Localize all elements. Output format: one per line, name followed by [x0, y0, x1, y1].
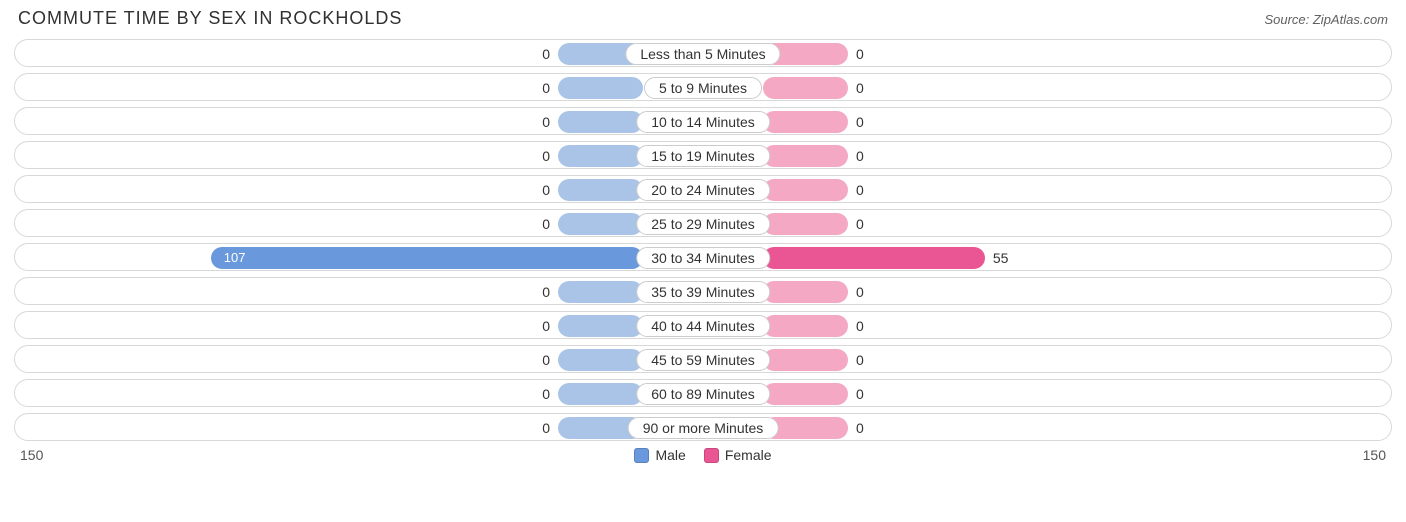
bar-row: 0 0 45 to 59 Minutes [14, 345, 1392, 373]
category-label: Less than 5 Minutes [625, 43, 780, 65]
bar-row: 0 0 Less than 5 Minutes [14, 39, 1392, 67]
chart-footer: 150 Male Female 150 [14, 447, 1392, 463]
category-label: 25 to 29 Minutes [636, 213, 770, 235]
bar-row: 107 55 30 to 34 Minutes [14, 243, 1392, 271]
legend-female-label: Female [725, 447, 772, 463]
female-value: 0 [856, 176, 864, 204]
category-label: 20 to 24 Minutes [636, 179, 770, 201]
legend-item-male: Male [634, 447, 685, 463]
chart-title: COMMUTE TIME BY SEX IN ROCKHOLDS [18, 8, 402, 29]
male-bar [558, 179, 643, 201]
male-value: 0 [542, 278, 550, 306]
female-value: 0 [856, 108, 864, 136]
bar-row: 0 0 90 or more Minutes [14, 413, 1392, 441]
female-bar [763, 179, 848, 201]
chart-container: COMMUTE TIME BY SEX IN ROCKHOLDS Source:… [0, 0, 1406, 522]
male-value: 0 [542, 108, 550, 136]
bar-row: 0 0 20 to 24 Minutes [14, 175, 1392, 203]
category-label: 10 to 14 Minutes [636, 111, 770, 133]
male-bar [558, 383, 643, 405]
female-bar [763, 247, 985, 269]
male-bar [558, 111, 643, 133]
bar-row: 0 0 60 to 89 Minutes [14, 379, 1392, 407]
category-label: 60 to 89 Minutes [636, 383, 770, 405]
female-value: 0 [856, 210, 864, 238]
male-value: 0 [542, 346, 550, 374]
female-bar [763, 145, 848, 167]
category-label: 5 to 9 Minutes [644, 77, 762, 99]
bar-row: 0 0 40 to 44 Minutes [14, 311, 1392, 339]
category-label: 45 to 59 Minutes [636, 349, 770, 371]
female-bar [763, 281, 848, 303]
chart-area: 0 0 Less than 5 Minutes 0 0 5 to 9 Minutes 0 0 1… [14, 39, 1392, 441]
male-bar [558, 349, 643, 371]
category-label: 35 to 39 Minutes [636, 281, 770, 303]
female-bar [763, 349, 848, 371]
male-bar [211, 247, 643, 269]
category-label: 90 or more Minutes [628, 417, 779, 439]
male-value: 0 [542, 74, 550, 102]
female-bar [763, 315, 848, 337]
male-bar [558, 145, 643, 167]
male-value: 0 [542, 312, 550, 340]
female-value: 0 [856, 142, 864, 170]
female-value: 0 [856, 74, 864, 102]
female-bar [763, 111, 848, 133]
male-swatch-icon [634, 448, 649, 463]
male-value: 0 [542, 176, 550, 204]
source-attribution: Source: ZipAtlas.com [1264, 12, 1388, 27]
bar-row: 0 0 15 to 19 Minutes [14, 141, 1392, 169]
female-bar [763, 383, 848, 405]
male-bar [558, 77, 643, 99]
male-value: 0 [542, 40, 550, 68]
male-value: 0 [542, 380, 550, 408]
male-value: 107 [224, 244, 246, 272]
category-label: 30 to 34 Minutes [636, 247, 770, 269]
bar-row: 0 0 5 to 9 Minutes [14, 73, 1392, 101]
category-label: 15 to 19 Minutes [636, 145, 770, 167]
axis-left-max: 150 [20, 447, 43, 463]
male-bar [558, 213, 643, 235]
legend: Male Female [634, 447, 771, 463]
male-value: 0 [542, 142, 550, 170]
male-bar [558, 281, 643, 303]
axis-right-max: 150 [1363, 447, 1386, 463]
female-swatch-icon [704, 448, 719, 463]
category-label: 40 to 44 Minutes [636, 315, 770, 337]
female-bar [763, 213, 848, 235]
female-value: 0 [856, 312, 864, 340]
female-bar [763, 77, 848, 99]
female-value: 0 [856, 346, 864, 374]
bar-row: 0 0 10 to 14 Minutes [14, 107, 1392, 135]
header: COMMUTE TIME BY SEX IN ROCKHOLDS Source:… [14, 8, 1392, 29]
female-value: 0 [856, 40, 864, 68]
female-value: 0 [856, 380, 864, 408]
male-value: 0 [542, 210, 550, 238]
bar-row: 0 0 25 to 29 Minutes [14, 209, 1392, 237]
female-value: 0 [856, 278, 864, 306]
female-value: 0 [856, 414, 864, 442]
male-value: 0 [542, 414, 550, 442]
legend-male-label: Male [655, 447, 685, 463]
legend-item-female: Female [704, 447, 772, 463]
female-value: 55 [993, 244, 1009, 272]
bar-row: 0 0 35 to 39 Minutes [14, 277, 1392, 305]
male-bar [558, 315, 643, 337]
